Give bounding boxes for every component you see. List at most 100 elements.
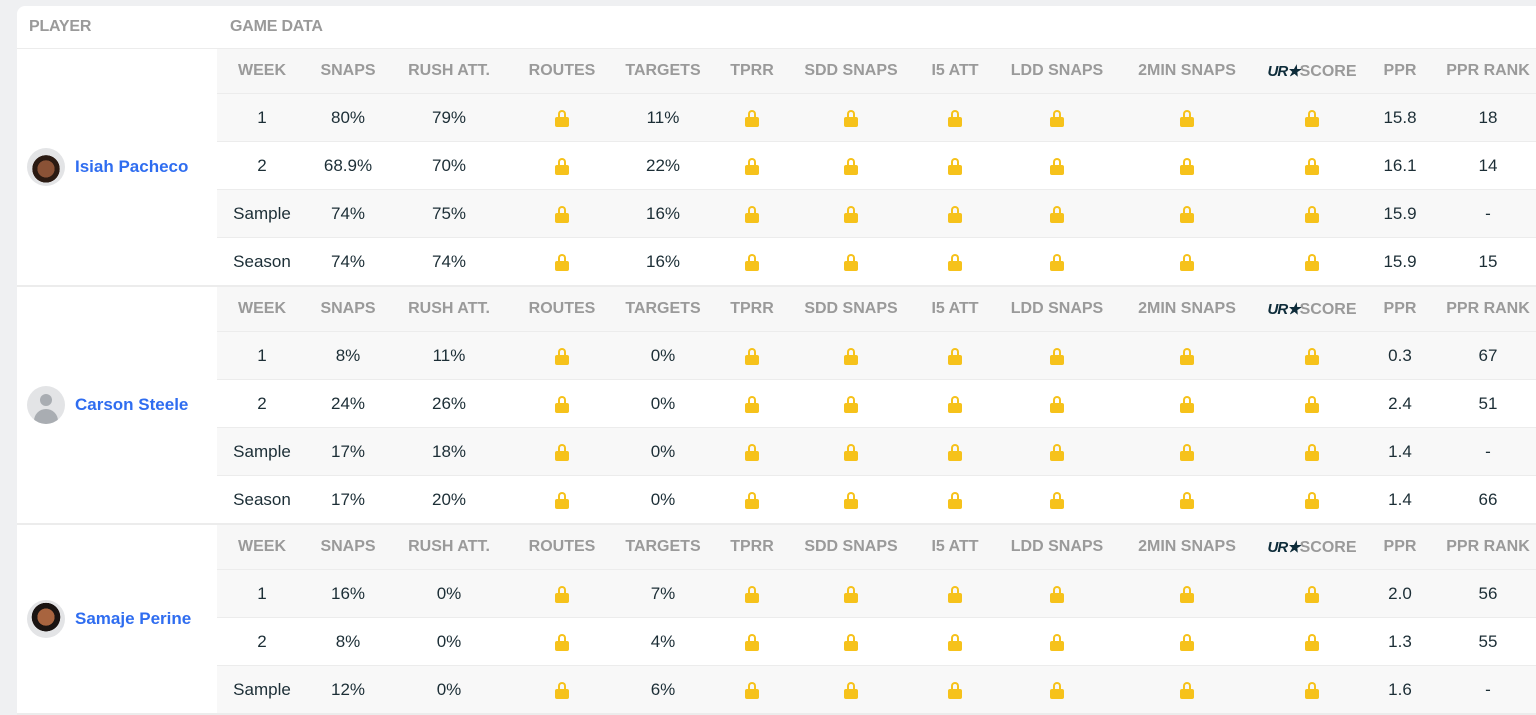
lock-icon[interactable]: [1180, 158, 1194, 176]
column-header-ur-score[interactable]: UR★SCORE: [1261, 62, 1363, 81]
lock-icon[interactable]: [1305, 586, 1319, 604]
lock-icon[interactable]: [1180, 444, 1194, 462]
lock-icon[interactable]: [745, 206, 759, 224]
lock-icon[interactable]: [1305, 254, 1319, 272]
lock-icon[interactable]: [555, 634, 569, 652]
lock-icon[interactable]: [1050, 158, 1064, 176]
lock-icon[interactable]: [1180, 586, 1194, 604]
column-header-ldd-snaps[interactable]: LDD SNAPS: [1010, 62, 1104, 79]
lock-icon[interactable]: [1180, 634, 1194, 652]
lock-icon[interactable]: [745, 492, 759, 510]
lock-icon[interactable]: [555, 110, 569, 128]
column-header-routes[interactable]: ROUTES: [528, 538, 596, 555]
lock-icon[interactable]: [1180, 682, 1194, 700]
lock-icon[interactable]: [745, 634, 759, 652]
lock-icon[interactable]: [948, 492, 962, 510]
column-header-targets[interactable]: TARGETS: [625, 62, 701, 79]
column-header-routes[interactable]: ROUTES: [528, 300, 596, 317]
column-header-ppr-rank[interactable]: PPR RANK: [1446, 538, 1530, 555]
column-header-ppr-rank[interactable]: PPR RANK: [1446, 62, 1530, 79]
lock-icon[interactable]: [1050, 396, 1064, 414]
lock-icon[interactable]: [948, 682, 962, 700]
lock-icon[interactable]: [1305, 634, 1319, 652]
column-header-targets[interactable]: TARGETS: [625, 300, 701, 317]
column-header-rush-att[interactable]: RUSH ATT.: [408, 300, 490, 317]
lock-icon[interactable]: [948, 158, 962, 176]
lock-icon[interactable]: [1180, 254, 1194, 272]
lock-icon[interactable]: [1305, 396, 1319, 414]
player-name-link[interactable]: Samaje Perine: [75, 609, 192, 628]
lock-icon[interactable]: [844, 206, 858, 224]
lock-icon[interactable]: [1050, 206, 1064, 224]
column-header-week[interactable]: WEEK: [238, 62, 286, 79]
column-header-rush-att[interactable]: RUSH ATT.: [408, 62, 490, 79]
column-header-ppr[interactable]: PPR: [1383, 300, 1417, 317]
lock-icon[interactable]: [1305, 348, 1319, 366]
lock-icon[interactable]: [1050, 348, 1064, 366]
column-header-snaps[interactable]: SNAPS: [320, 300, 376, 317]
column-header-sdd-snaps[interactable]: SDD SNAPS: [804, 538, 898, 555]
column-header-snaps[interactable]: SNAPS: [320, 62, 376, 79]
lock-icon[interactable]: [745, 348, 759, 366]
lock-icon[interactable]: [1305, 444, 1319, 462]
column-header-i5-att[interactable]: I5 ATT: [931, 538, 979, 555]
lock-icon[interactable]: [745, 396, 759, 414]
lock-icon[interactable]: [555, 206, 569, 224]
lock-icon[interactable]: [844, 348, 858, 366]
lock-icon[interactable]: [1305, 206, 1319, 224]
lock-icon[interactable]: [555, 396, 569, 414]
column-header-2min-snaps[interactable]: 2MIN SNAPS: [1138, 300, 1236, 317]
lock-icon[interactable]: [555, 158, 569, 176]
column-header-routes[interactable]: ROUTES: [528, 62, 596, 79]
column-header-ldd-snaps[interactable]: LDD SNAPS: [1010, 300, 1104, 317]
column-header-2min-snaps[interactable]: 2MIN SNAPS: [1138, 62, 1236, 79]
lock-icon[interactable]: [844, 110, 858, 128]
lock-icon[interactable]: [1180, 396, 1194, 414]
lock-icon[interactable]: [844, 444, 858, 462]
lock-icon[interactable]: [1305, 682, 1319, 700]
player-name-link[interactable]: Carson Steele: [75, 395, 189, 414]
lock-icon[interactable]: [1305, 110, 1319, 128]
lock-icon[interactable]: [844, 492, 858, 510]
lock-icon[interactable]: [745, 586, 759, 604]
lock-icon[interactable]: [1050, 444, 1064, 462]
column-header-ppr[interactable]: PPR: [1383, 62, 1417, 79]
column-header-targets[interactable]: TARGETS: [625, 538, 701, 555]
lock-icon[interactable]: [948, 348, 962, 366]
lock-icon[interactable]: [948, 110, 962, 128]
lock-icon[interactable]: [1050, 586, 1064, 604]
lock-icon[interactable]: [745, 254, 759, 272]
column-header-ldd-snaps[interactable]: LDD SNAPS: [1010, 538, 1104, 555]
lock-icon[interactable]: [1050, 682, 1064, 700]
lock-icon[interactable]: [1050, 634, 1064, 652]
lock-icon[interactable]: [844, 158, 858, 176]
column-header-i5-att[interactable]: I5 ATT: [931, 300, 979, 317]
lock-icon[interactable]: [1305, 492, 1319, 510]
lock-icon[interactable]: [948, 396, 962, 414]
lock-icon[interactable]: [1180, 348, 1194, 366]
column-header-ppr-rank[interactable]: PPR RANK: [1446, 300, 1530, 317]
column-header-2min-snaps[interactable]: 2MIN SNAPS: [1138, 538, 1236, 555]
lock-icon[interactable]: [555, 348, 569, 366]
lock-icon[interactable]: [555, 254, 569, 272]
lock-icon[interactable]: [555, 682, 569, 700]
lock-icon[interactable]: [948, 586, 962, 604]
lock-icon[interactable]: [948, 634, 962, 652]
lock-icon[interactable]: [948, 444, 962, 462]
lock-icon[interactable]: [844, 396, 858, 414]
lock-icon[interactable]: [1180, 206, 1194, 224]
column-header-i5-att[interactable]: I5 ATT: [931, 62, 979, 79]
lock-icon[interactable]: [948, 206, 962, 224]
column-header-tprr[interactable]: TPRR: [730, 62, 774, 79]
lock-icon[interactable]: [844, 682, 858, 700]
lock-icon[interactable]: [745, 682, 759, 700]
lock-icon[interactable]: [1050, 110, 1064, 128]
lock-icon[interactable]: [844, 586, 858, 604]
column-header-tprr[interactable]: TPRR: [730, 300, 774, 317]
column-header-rush-att[interactable]: RUSH ATT.: [408, 538, 490, 555]
lock-icon[interactable]: [1050, 492, 1064, 510]
lock-icon[interactable]: [555, 444, 569, 462]
lock-icon[interactable]: [1180, 492, 1194, 510]
lock-icon[interactable]: [1305, 158, 1319, 176]
column-header-tprr[interactable]: TPRR: [730, 538, 774, 555]
